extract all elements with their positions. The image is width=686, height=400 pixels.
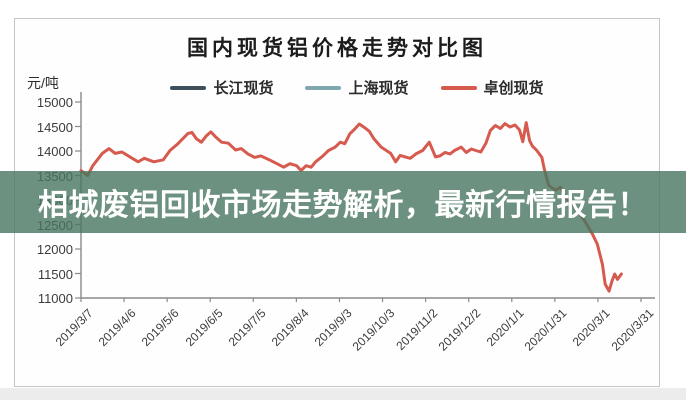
legend-label: 上海现货 <box>348 81 409 97</box>
legend-item: 长江现货 <box>170 77 273 98</box>
legend-item: 上海现货 <box>305 77 409 98</box>
legend-label: 卓创现货 <box>483 81 544 97</box>
chart-legend: 长江现货 上海现货 卓创现货 <box>55 77 659 98</box>
legend-item: 卓创现货 <box>440 77 544 98</box>
banner-headline: 相城废铝回收市场走势解析，最新行情报告！ <box>38 189 648 222</box>
legend-line-swatch <box>170 85 207 90</box>
y-axis-unit-label: 元/吨 <box>27 75 59 91</box>
overlay-banner: 相城废铝回收市场走势解析，最新行情报告！ <box>0 171 686 233</box>
page-bottom-strip <box>0 388 686 400</box>
legend-line-swatch <box>305 85 342 90</box>
legend-label: 长江现货 <box>213 81 274 97</box>
chart-title: 国内现货铝价格走势对比图 <box>187 36 487 60</box>
legend-line-swatch <box>440 85 477 90</box>
